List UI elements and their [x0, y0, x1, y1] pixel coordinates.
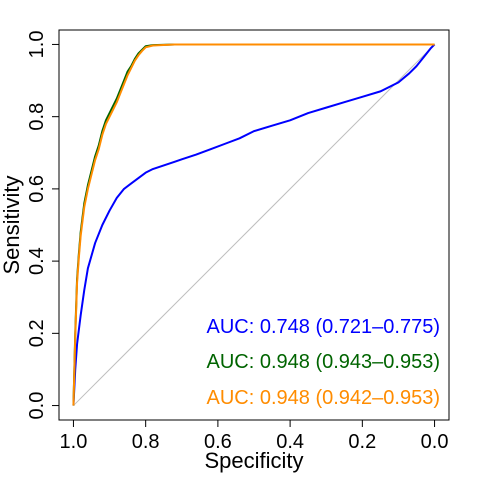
y-tick-label: 1.0: [26, 31, 48, 59]
y-axis-label: Sensitivity: [0, 175, 24, 274]
y-tick-label: 0.4: [26, 247, 48, 275]
x-tick-label: 0.2: [348, 431, 376, 453]
y-tick-label: 0.2: [26, 319, 48, 347]
x-axis-label: Specificity: [204, 448, 303, 473]
plot-area: [72, 43, 436, 406]
x-tick-label: 0.0: [421, 431, 449, 453]
legend-entry-1: AUC: 0.748 (0.721–0.775): [207, 316, 441, 338]
x-tick-label: 0.6: [204, 431, 232, 453]
roc-curve-1: [72, 43, 436, 406]
roc-curve-3: [72, 43, 435, 406]
y-tick-label: 0.8: [26, 103, 48, 131]
y-tick-label: 0.0: [26, 392, 48, 420]
legend-entry-3: AUC: 0.948 (0.942–0.953): [207, 387, 441, 409]
axes: 1.0 0.8 0.6 0.4 0.2 0.0 Specificity 0.0 0.2 0.4 0.…: [0, 29, 450, 473]
legend-entry-2: AUC: 0.948 (0.943–0.953): [207, 351, 441, 373]
x-tick-label: 1.0: [60, 431, 88, 453]
x-tick-label: 0.4: [276, 431, 304, 453]
legend: AUC: 0.748 (0.721–0.775) AUC: 0.948 (0.94…: [207, 316, 441, 409]
x-tick-label: 0.8: [132, 431, 160, 453]
reference-diagonal-line: [73, 44, 435, 406]
y-tick-label: 0.6: [26, 175, 48, 203]
